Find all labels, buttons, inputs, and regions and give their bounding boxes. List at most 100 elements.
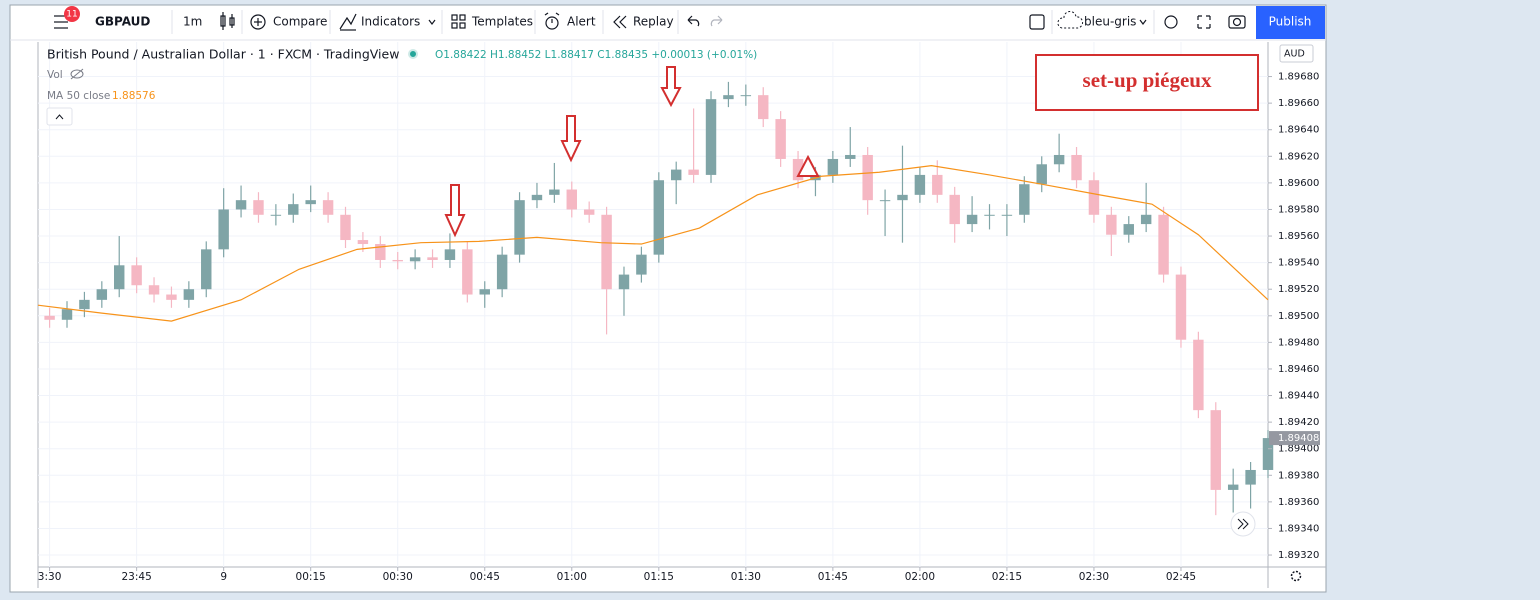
y-tick-label: 1.89440 [1278, 391, 1319, 402]
templates-icon[interactable] [451, 14, 466, 29]
y-tick-label: 1.89680 [1278, 72, 1319, 83]
candle-body [549, 189, 560, 195]
moving-average [37, 165, 1269, 322]
candle-body [96, 289, 108, 300]
candle-body [670, 169, 682, 181]
candle-body [914, 174, 926, 195]
down-arrow [444, 184, 466, 238]
layout-name[interactable]: bleu-gris [1084, 15, 1136, 29]
currency-button[interactable] [1279, 44, 1314, 63]
last-price-box [1269, 431, 1320, 446]
badge [64, 6, 80, 22]
interval[interactable]: 1m [183, 15, 202, 29]
hidden-icon[interactable] [70, 68, 84, 80]
candle-body [758, 95, 769, 120]
candle-body [1262, 438, 1274, 470]
collapse-icon[interactable] [55, 114, 64, 120]
candle-body [583, 209, 595, 215]
settings-icon[interactable] [1164, 15, 1178, 29]
chart-title: British Pound / Australian Dollar · 1 · … [47, 47, 399, 62]
candle-body [984, 214, 995, 216]
candle-body [288, 204, 299, 215]
candle-body [775, 119, 786, 159]
candle-body [879, 200, 891, 202]
x-tick-label: 02:15 [992, 571, 1022, 583]
y-tick-label: 1.89540 [1278, 258, 1319, 269]
candle-body [1227, 484, 1239, 490]
candle-body [531, 194, 543, 201]
compare[interactable]: Compare [273, 15, 327, 29]
y-tick-label: 1.89500 [1278, 311, 1319, 322]
candle-body [740, 95, 752, 97]
last-price: 1.89408 [1278, 433, 1319, 444]
candle-body [723, 95, 734, 100]
candle-body [862, 154, 873, 201]
candle-body [932, 174, 943, 195]
candle-body [322, 200, 334, 215]
cloud-icon[interactable] [1057, 11, 1084, 29]
candle-body [218, 209, 229, 250]
x-tick-label: 00:15 [296, 571, 326, 583]
candle-body [270, 214, 282, 216]
plot [37, 81, 1274, 516]
candle-body [966, 214, 978, 225]
x-tick-label: 3:30 [38, 571, 62, 583]
candle-body [601, 214, 612, 290]
candle-body [114, 265, 125, 290]
ma-legend: MA 50 close [47, 90, 110, 102]
publish[interactable]: Publish [1269, 15, 1312, 29]
chart-type-icon[interactable] [220, 12, 235, 30]
fullscreen-icon[interactable] [1197, 15, 1211, 29]
snapshot-icon[interactable] [1228, 15, 1246, 29]
y-tick-label: 1.89320 [1278, 550, 1319, 561]
currency[interactable]: AUD [1284, 49, 1305, 60]
select-icon[interactable] [1029, 14, 1045, 30]
undo-icon[interactable] [687, 15, 700, 27]
candle-body [496, 254, 508, 290]
indicators[interactable]: Indicators [361, 15, 420, 29]
publish-button[interactable] [1256, 6, 1325, 39]
redo-icon[interactable] [710, 15, 723, 27]
axis-settings[interactable] [1290, 570, 1302, 582]
collapse-button[interactable] [46, 107, 73, 126]
compare-icon[interactable] [250, 14, 266, 30]
y-tick-label: 1.89360 [1278, 497, 1319, 508]
market-status [408, 49, 418, 59]
candle-body [1175, 274, 1187, 340]
candle-body [305, 200, 316, 205]
y-tick-label: 1.89380 [1278, 470, 1319, 481]
replay-icon[interactable] [613, 15, 627, 29]
candle-body [1123, 224, 1134, 235]
symbol[interactable]: GBPAUD [95, 15, 150, 29]
candle-body [949, 194, 960, 225]
candle-body [1158, 214, 1169, 275]
alert-icon[interactable] [544, 12, 560, 30]
candle-body [1245, 469, 1256, 485]
up-triangle [796, 154, 820, 177]
alert[interactable]: Alert [567, 15, 596, 29]
candle-body [1071, 154, 1082, 181]
y-tick-label: 1.89600 [1278, 178, 1319, 189]
dropdown-icon[interactable] [1139, 19, 1147, 25]
replay[interactable]: Replay [633, 15, 674, 29]
ma-value: 1.88576 [112, 90, 156, 102]
x-tick-label: 01:30 [731, 571, 761, 583]
candle-body [1106, 214, 1117, 235]
candle-body [636, 254, 647, 275]
candle-body [427, 257, 438, 260]
candle-body [357, 240, 369, 245]
indicators-icon[interactable] [339, 13, 357, 31]
candle-body [392, 259, 403, 262]
scroll-icon[interactable] [1237, 518, 1249, 530]
dropdown-icon[interactable] [428, 19, 436, 25]
candle-body [1088, 180, 1100, 215]
candle-body [166, 294, 177, 300]
candle-body [340, 214, 351, 241]
y-tick-label: 1.89480 [1278, 337, 1319, 348]
candle-body [148, 285, 160, 295]
x-tick-label: 23:45 [121, 571, 151, 583]
templates[interactable]: Templates [471, 15, 533, 29]
candle-body [201, 249, 212, 290]
candle-body [705, 99, 717, 175]
candle-body [688, 169, 699, 175]
